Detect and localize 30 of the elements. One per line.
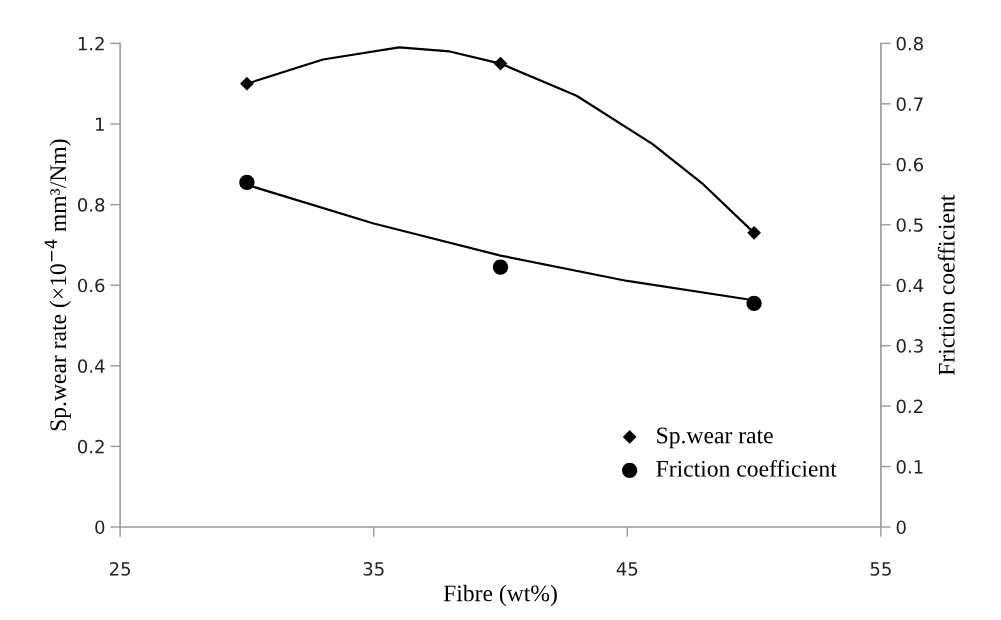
x-tick-label: 45 [616, 562, 638, 576]
x-axis-title: Fibre (wt%) [443, 584, 557, 607]
y2-tick-label: 0.8 [896, 36, 923, 51]
legend-label: Sp.wear rate [657, 427, 773, 449]
point [746, 295, 762, 311]
y-tick-label: 0.4 [78, 359, 105, 373]
point [492, 259, 509, 275]
y2-tick-label: 0.6 [896, 157, 924, 172]
y2-tick-label: 0.7 [896, 97, 923, 111]
point [239, 174, 255, 191]
y-tick-label: 0.2 [78, 439, 104, 454]
x-tick-label: 35 [363, 562, 384, 576]
y2-tick-label: 0.1 [896, 460, 923, 474]
legend-label: Friction coefficient [656, 459, 837, 477]
y2-axis-title: Friction coefficient [937, 194, 955, 376]
y-tick-label: 1 [96, 117, 104, 131]
y-tick-label: 0 [95, 520, 105, 535]
y-tick-label: 1.2 [78, 36, 104, 51]
y-tick-label: 0.6 [78, 278, 105, 293]
y2-tick-label: 0.2 [896, 399, 923, 414]
y2-tick-label: 0.4 [896, 278, 924, 293]
x-tick-label: 55 [870, 562, 891, 576]
y-tick-label: 0.8 [78, 198, 105, 212]
y-axis-title: Sp.wear rate (×10$^{−4}$ mm³/Nm) [44, 139, 71, 431]
point [747, 225, 761, 240]
y2-tick-label: 0.3 [896, 339, 923, 353]
y2-tick-label: 0.5 [896, 218, 923, 232]
x-tick-label: 25 [109, 562, 131, 576]
point [240, 76, 254, 91]
y2-tick-label: 0 [896, 520, 906, 535]
